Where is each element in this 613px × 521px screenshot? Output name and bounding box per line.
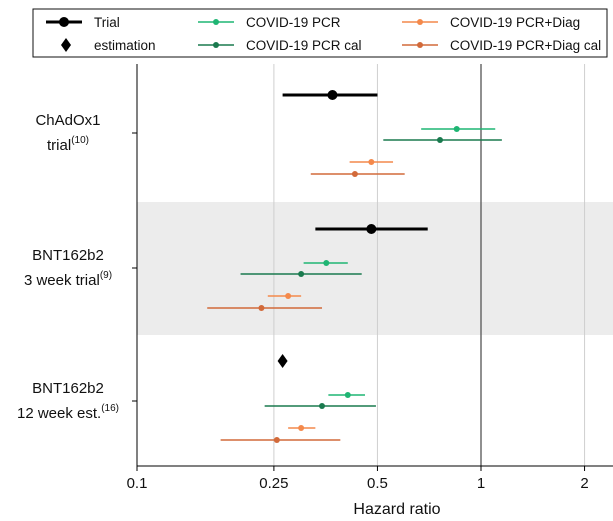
group-label-text: 3 week trial bbox=[24, 272, 100, 289]
group-label-citation: (9) bbox=[100, 270, 112, 281]
group-label: BNT162b2 bbox=[32, 247, 104, 264]
legend-label: COVID-19 PCR+Diag cal bbox=[450, 38, 601, 53]
estimate-point bbox=[453, 126, 460, 132]
estimate-point bbox=[351, 171, 358, 177]
legend-point-icon bbox=[213, 42, 219, 48]
legend-point-icon bbox=[417, 42, 423, 48]
x-tick-label: 1 bbox=[477, 475, 485, 492]
group-label-citation: (10) bbox=[71, 135, 89, 146]
group-label-text: trial bbox=[47, 137, 71, 154]
label-layer: ChAdOx1 trial(10) BNT162b2 3 week trial(9) B… bbox=[17, 112, 119, 422]
legend-point-icon bbox=[417, 19, 423, 25]
estimate-point bbox=[368, 159, 375, 165]
group-label-text: 12 week est. bbox=[17, 405, 101, 422]
x-tick-label: 0.5 bbox=[367, 475, 388, 492]
legend: Trial estimation COVID-19 PCR COVID-19 PCR … bbox=[32, 8, 608, 58]
legend-label: Trial bbox=[94, 15, 120, 30]
legend-point-icon bbox=[59, 17, 69, 27]
estimate-point bbox=[344, 392, 351, 398]
x-tick-label: 2 bbox=[580, 475, 588, 492]
x-tick-label: 0.25 bbox=[259, 475, 288, 492]
estimation-diamond bbox=[277, 354, 288, 368]
legend-label: COVID-19 PCR cal bbox=[246, 38, 362, 53]
group-label-line2: 3 week trial(9) bbox=[24, 270, 112, 289]
group-label-line2: 12 week est.(16) bbox=[17, 403, 119, 422]
legend-point-icon bbox=[213, 19, 219, 25]
estimate-point bbox=[366, 224, 377, 234]
estimate-point bbox=[285, 293, 292, 299]
shade-layer bbox=[137, 202, 613, 335]
axis-layer: 0.1 0.25 0.5 1 2 Hazard ratio bbox=[127, 64, 613, 518]
mark-layer bbox=[207, 90, 502, 443]
legend-diamond-icon bbox=[61, 38, 71, 52]
group-label: BNT162b2 bbox=[32, 380, 104, 397]
estimate-point bbox=[323, 260, 330, 266]
x-axis-label: Hazard ratio bbox=[353, 501, 440, 518]
estimate-point bbox=[258, 305, 265, 311]
estimate-point bbox=[298, 271, 305, 277]
legend-label: estimation bbox=[94, 38, 156, 53]
legend-box bbox=[32, 8, 608, 58]
group-label: ChAdOx1 bbox=[35, 112, 100, 129]
estimate-point bbox=[327, 90, 338, 100]
estimate-point bbox=[298, 425, 305, 431]
group-label-line2: trial(10) bbox=[47, 135, 89, 154]
grid-layer bbox=[273, 64, 586, 466]
group-shade-band bbox=[137, 202, 613, 335]
x-tick-label: 0.1 bbox=[127, 475, 148, 492]
estimate-point bbox=[436, 137, 443, 143]
legend-label: COVID-19 PCR bbox=[246, 15, 341, 30]
group-label-citation: (16) bbox=[101, 403, 119, 414]
estimate-point bbox=[273, 437, 280, 443]
legend-label: COVID-19 PCR+Diag bbox=[450, 15, 580, 30]
estimate-point bbox=[319, 403, 326, 409]
